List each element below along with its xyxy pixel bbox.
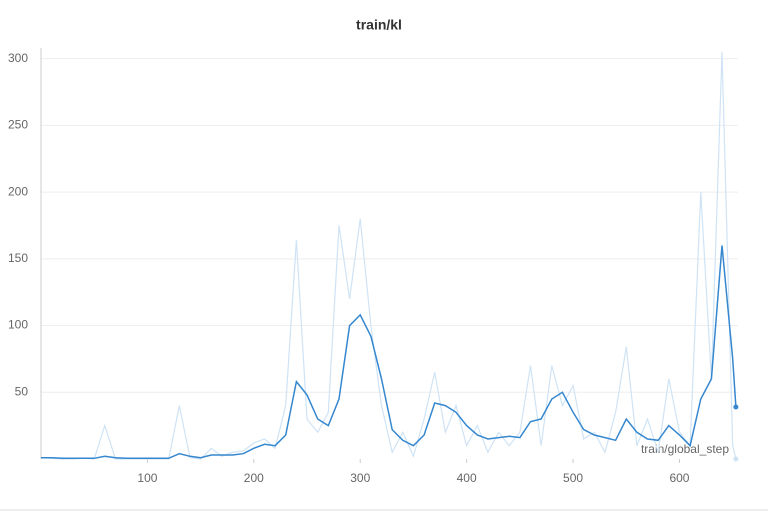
x-axis-label: train/global_step bbox=[641, 442, 729, 456]
x-tick-label: 300 bbox=[350, 471, 370, 485]
y-tick-label: 250 bbox=[8, 118, 28, 132]
x-tick-label: 100 bbox=[137, 471, 157, 485]
x-tick-label: 500 bbox=[563, 471, 583, 485]
chart-title: train/kl bbox=[356, 17, 402, 33]
y-tick-label: 150 bbox=[8, 251, 28, 265]
series-line bbox=[41, 245, 737, 460]
y-tick-label: 300 bbox=[8, 51, 28, 65]
end-dot bbox=[733, 456, 739, 462]
end-dot bbox=[733, 404, 739, 410]
series-line bbox=[40, 51, 737, 460]
y-tick-label: 100 bbox=[8, 318, 28, 332]
x-tick-label: 200 bbox=[244, 471, 264, 485]
y-tick-label: 50 bbox=[15, 384, 29, 398]
x-tick-label: 400 bbox=[457, 471, 477, 485]
y-tick-label: 200 bbox=[8, 184, 28, 198]
x-tick-label: 600 bbox=[669, 471, 689, 485]
